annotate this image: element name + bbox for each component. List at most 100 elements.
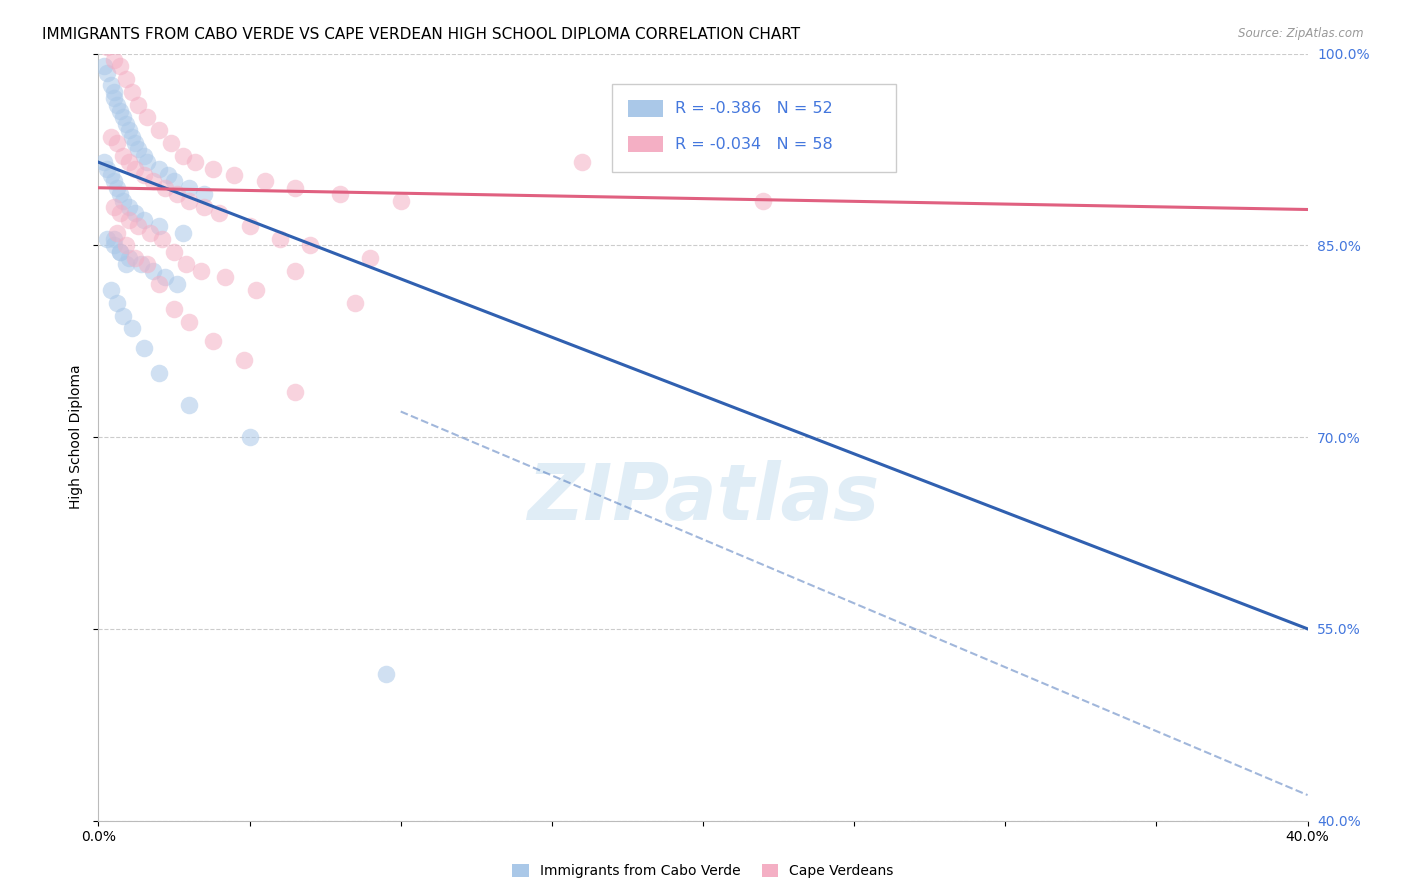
Text: R = -0.034   N = 58: R = -0.034 N = 58 (675, 136, 832, 152)
Point (121, 85, 143, 99)
FancyBboxPatch shape (628, 100, 662, 117)
Point (96, 66, 118, 80)
Point (299, 238, 322, 252)
Point (124, 136, 146, 150)
Point (179, 315, 201, 329)
Point (93, 59, 115, 73)
Point (253, 174, 276, 188)
Point (105, 181, 128, 195)
Point (118, 155, 141, 169)
Point (100, 283, 122, 297)
Point (124, 206, 146, 220)
Point (179, 398, 201, 412)
Point (96, 232, 118, 246)
Point (111, 194, 134, 208)
Point (103, 174, 125, 188)
Point (132, 149, 155, 163)
Point (100, 129, 122, 144)
Point (142, 264, 165, 278)
Point (374, 666, 396, 681)
Point (103, 232, 125, 246)
FancyBboxPatch shape (628, 136, 662, 153)
Text: Source: ZipAtlas.com: Source: ZipAtlas.com (1239, 27, 1364, 40)
Point (108, 59, 131, 73)
Point (148, 161, 170, 176)
Text: R = -0.386   N = 52: R = -0.386 N = 52 (675, 102, 832, 116)
Point (139, 226, 162, 240)
Legend: Immigrants from Cabo Verde, Cape Verdeans: Immigrants from Cabo Verde, Cape Verdean… (505, 857, 901, 885)
Point (148, 123, 170, 137)
Point (193, 187, 215, 202)
Point (163, 174, 186, 188)
Point (190, 264, 212, 278)
Text: IMMIGRANTS FROM CABO VERDE VS CAPE VERDEAN HIGH SCHOOL DIPLOMA CORRELATION CHART: IMMIGRANTS FROM CABO VERDE VS CAPE VERDE… (42, 27, 800, 42)
Point (179, 194, 201, 208)
Point (103, 91, 125, 105)
Point (114, 258, 136, 272)
Point (224, 168, 246, 182)
Point (284, 264, 307, 278)
Point (105, 226, 128, 240)
Point (108, 244, 131, 259)
Point (329, 187, 352, 202)
Point (100, 78, 122, 93)
Point (202, 334, 225, 349)
Point (752, 194, 775, 208)
Y-axis label: High School Diploma: High School Diploma (69, 365, 83, 509)
Point (105, 97, 128, 112)
Point (118, 200, 141, 214)
Point (284, 181, 307, 195)
Point (208, 206, 231, 220)
Point (135, 258, 157, 272)
Point (108, 206, 131, 220)
Point (344, 296, 367, 310)
Point (127, 219, 149, 234)
Point (103, 85, 125, 99)
Point (172, 226, 194, 240)
Point (111, 309, 134, 323)
Point (179, 181, 201, 195)
Point (96, 40, 118, 54)
Point (184, 155, 207, 169)
Point (135, 111, 157, 125)
Point (103, 238, 125, 252)
Point (163, 302, 186, 317)
Point (245, 283, 267, 297)
Point (269, 232, 291, 246)
Point (571, 155, 593, 169)
Point (160, 136, 183, 150)
Point (166, 277, 188, 291)
FancyBboxPatch shape (612, 84, 897, 172)
Text: ZIPatlas: ZIPatlas (527, 460, 879, 536)
Point (360, 251, 382, 265)
Point (148, 219, 170, 234)
Point (193, 200, 215, 214)
Point (148, 366, 170, 380)
Point (96, 161, 118, 176)
Point (174, 258, 197, 272)
Point (105, 296, 128, 310)
Point (118, 251, 141, 265)
Point (166, 187, 188, 202)
Point (232, 353, 254, 368)
Point (118, 123, 141, 137)
Point (142, 174, 165, 188)
Point (163, 244, 186, 259)
Point (135, 155, 157, 169)
Point (202, 161, 225, 176)
Point (103, 53, 125, 67)
Point (100, 168, 122, 182)
Point (124, 251, 146, 265)
Point (93, 155, 115, 169)
Point (127, 97, 149, 112)
Point (114, 72, 136, 87)
Point (148, 277, 170, 291)
Point (284, 385, 307, 400)
Point (111, 111, 134, 125)
Point (127, 143, 149, 157)
Point (239, 219, 262, 234)
Point (132, 341, 155, 355)
Point (132, 168, 155, 182)
Point (108, 104, 131, 119)
Point (153, 181, 176, 195)
